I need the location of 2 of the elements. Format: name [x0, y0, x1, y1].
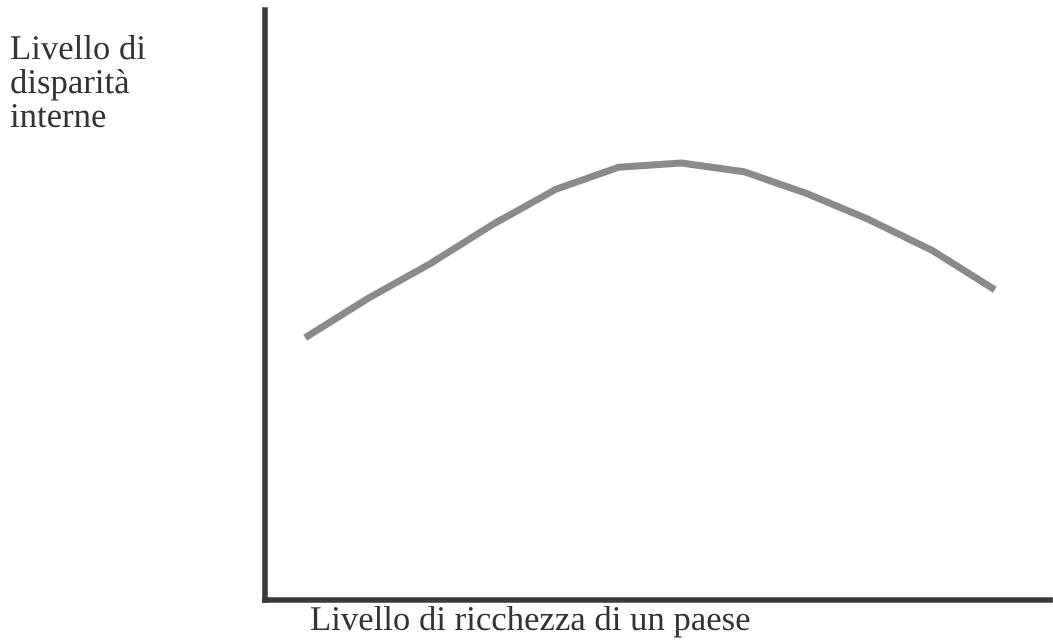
y-axis-title: Livello di disparità interne — [10, 35, 146, 128]
x-axis-title: Livello di ricchezza di un paese — [311, 605, 750, 638]
